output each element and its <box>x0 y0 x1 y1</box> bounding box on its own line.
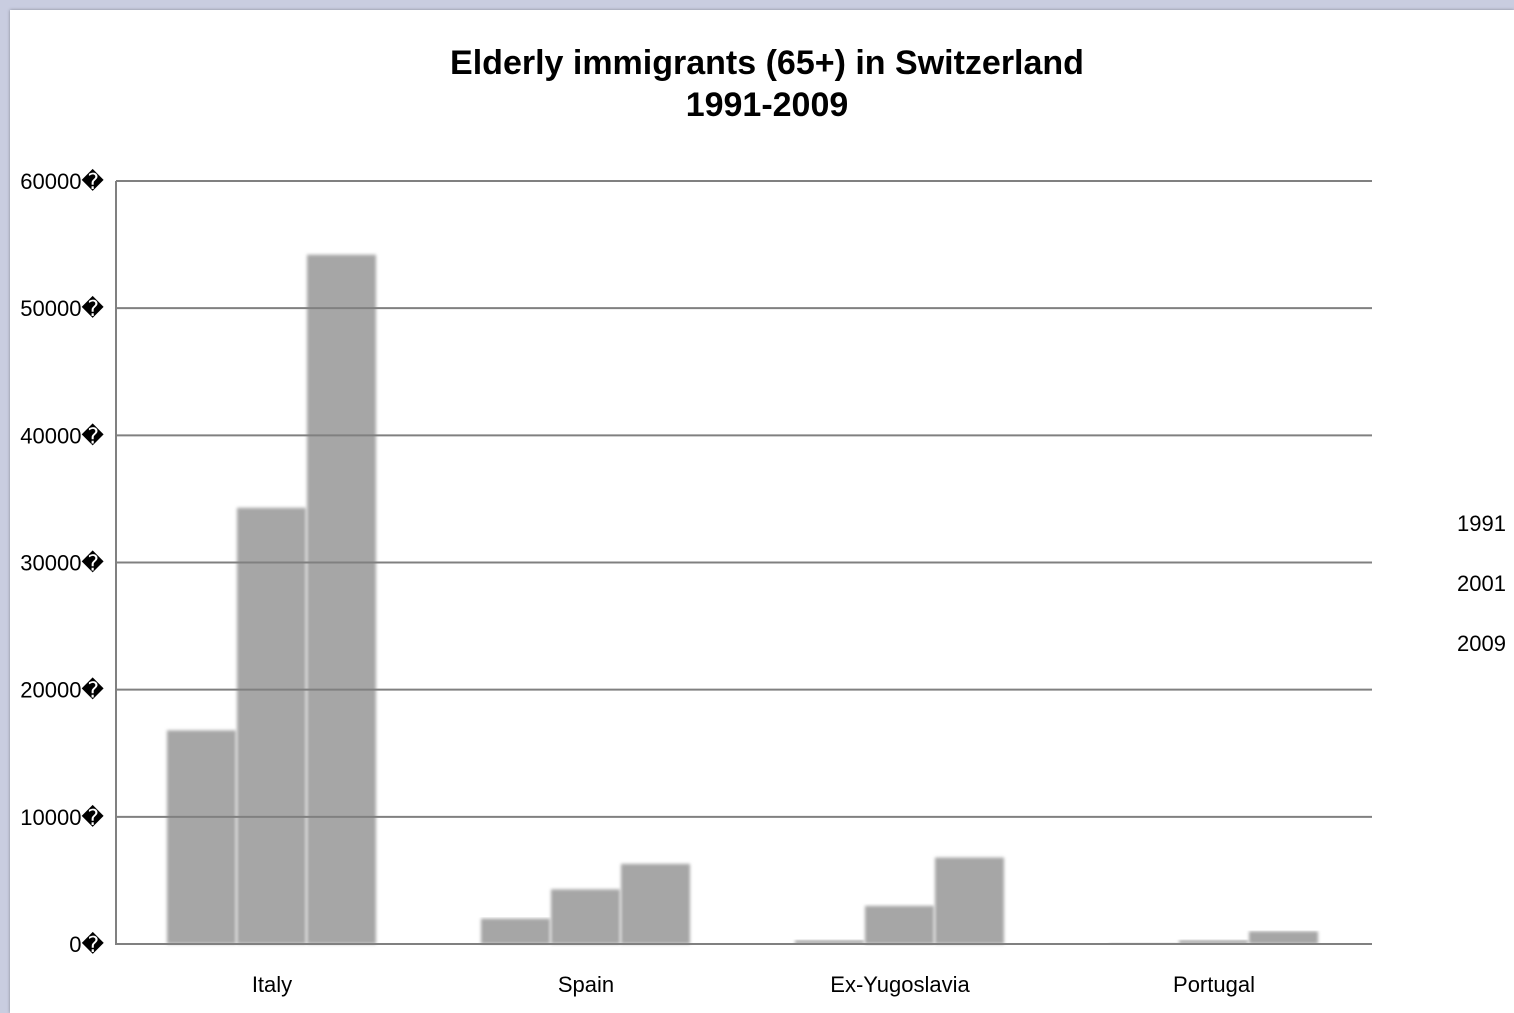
y-tick-label: 30000� <box>20 550 104 576</box>
bar-ex-yugoslavia-1991 <box>795 940 864 944</box>
y-tick-label: 10000� <box>20 804 104 830</box>
bar-italy-2001 <box>237 507 306 944</box>
chart-title: Elderly immigrants (65+) in Switzerland <box>450 44 1084 82</box>
y-tick-label: 50000� <box>20 295 104 321</box>
x-tick-label: Portugal <box>1173 972 1255 997</box>
bar-spain-2001 <box>551 889 620 944</box>
bar-ex-yugoslavia-2009 <box>935 857 1004 944</box>
bar-portugal-2009 <box>1249 931 1318 944</box>
y-tick-label: 20000� <box>20 677 104 703</box>
legend-item-2009: 2009 <box>1457 631 1506 656</box>
bar-spain-1991 <box>481 918 550 944</box>
y-tick-label: 40000� <box>20 422 104 448</box>
chart-legend: 1991 2001 2009 <box>1422 508 1506 688</box>
y-tick-label: 60000� <box>20 168 104 194</box>
bar-ex-yugoslavia-2001 <box>865 905 934 944</box>
chart-title-block: Elderly immigrants (65+) in Switzerland … <box>0 42 1514 126</box>
legend-item-2001: 2001 <box>1457 571 1506 596</box>
legend-item-1991: 1991 <box>1457 511 1506 536</box>
x-tick-label: Spain <box>558 972 614 997</box>
bar-portugal-2001 <box>1179 940 1248 944</box>
bar-italy-1991 <box>167 730 236 944</box>
x-tick-label: Italy <box>252 972 292 997</box>
bar-spain-2009 <box>621 863 690 944</box>
chart-subtitle: 1991-2009 <box>685 86 849 124</box>
y-tick-label: 0� <box>69 931 104 957</box>
x-tick-label: Ex-Yugoslavia <box>830 972 970 997</box>
bar-italy-2009 <box>307 254 376 945</box>
